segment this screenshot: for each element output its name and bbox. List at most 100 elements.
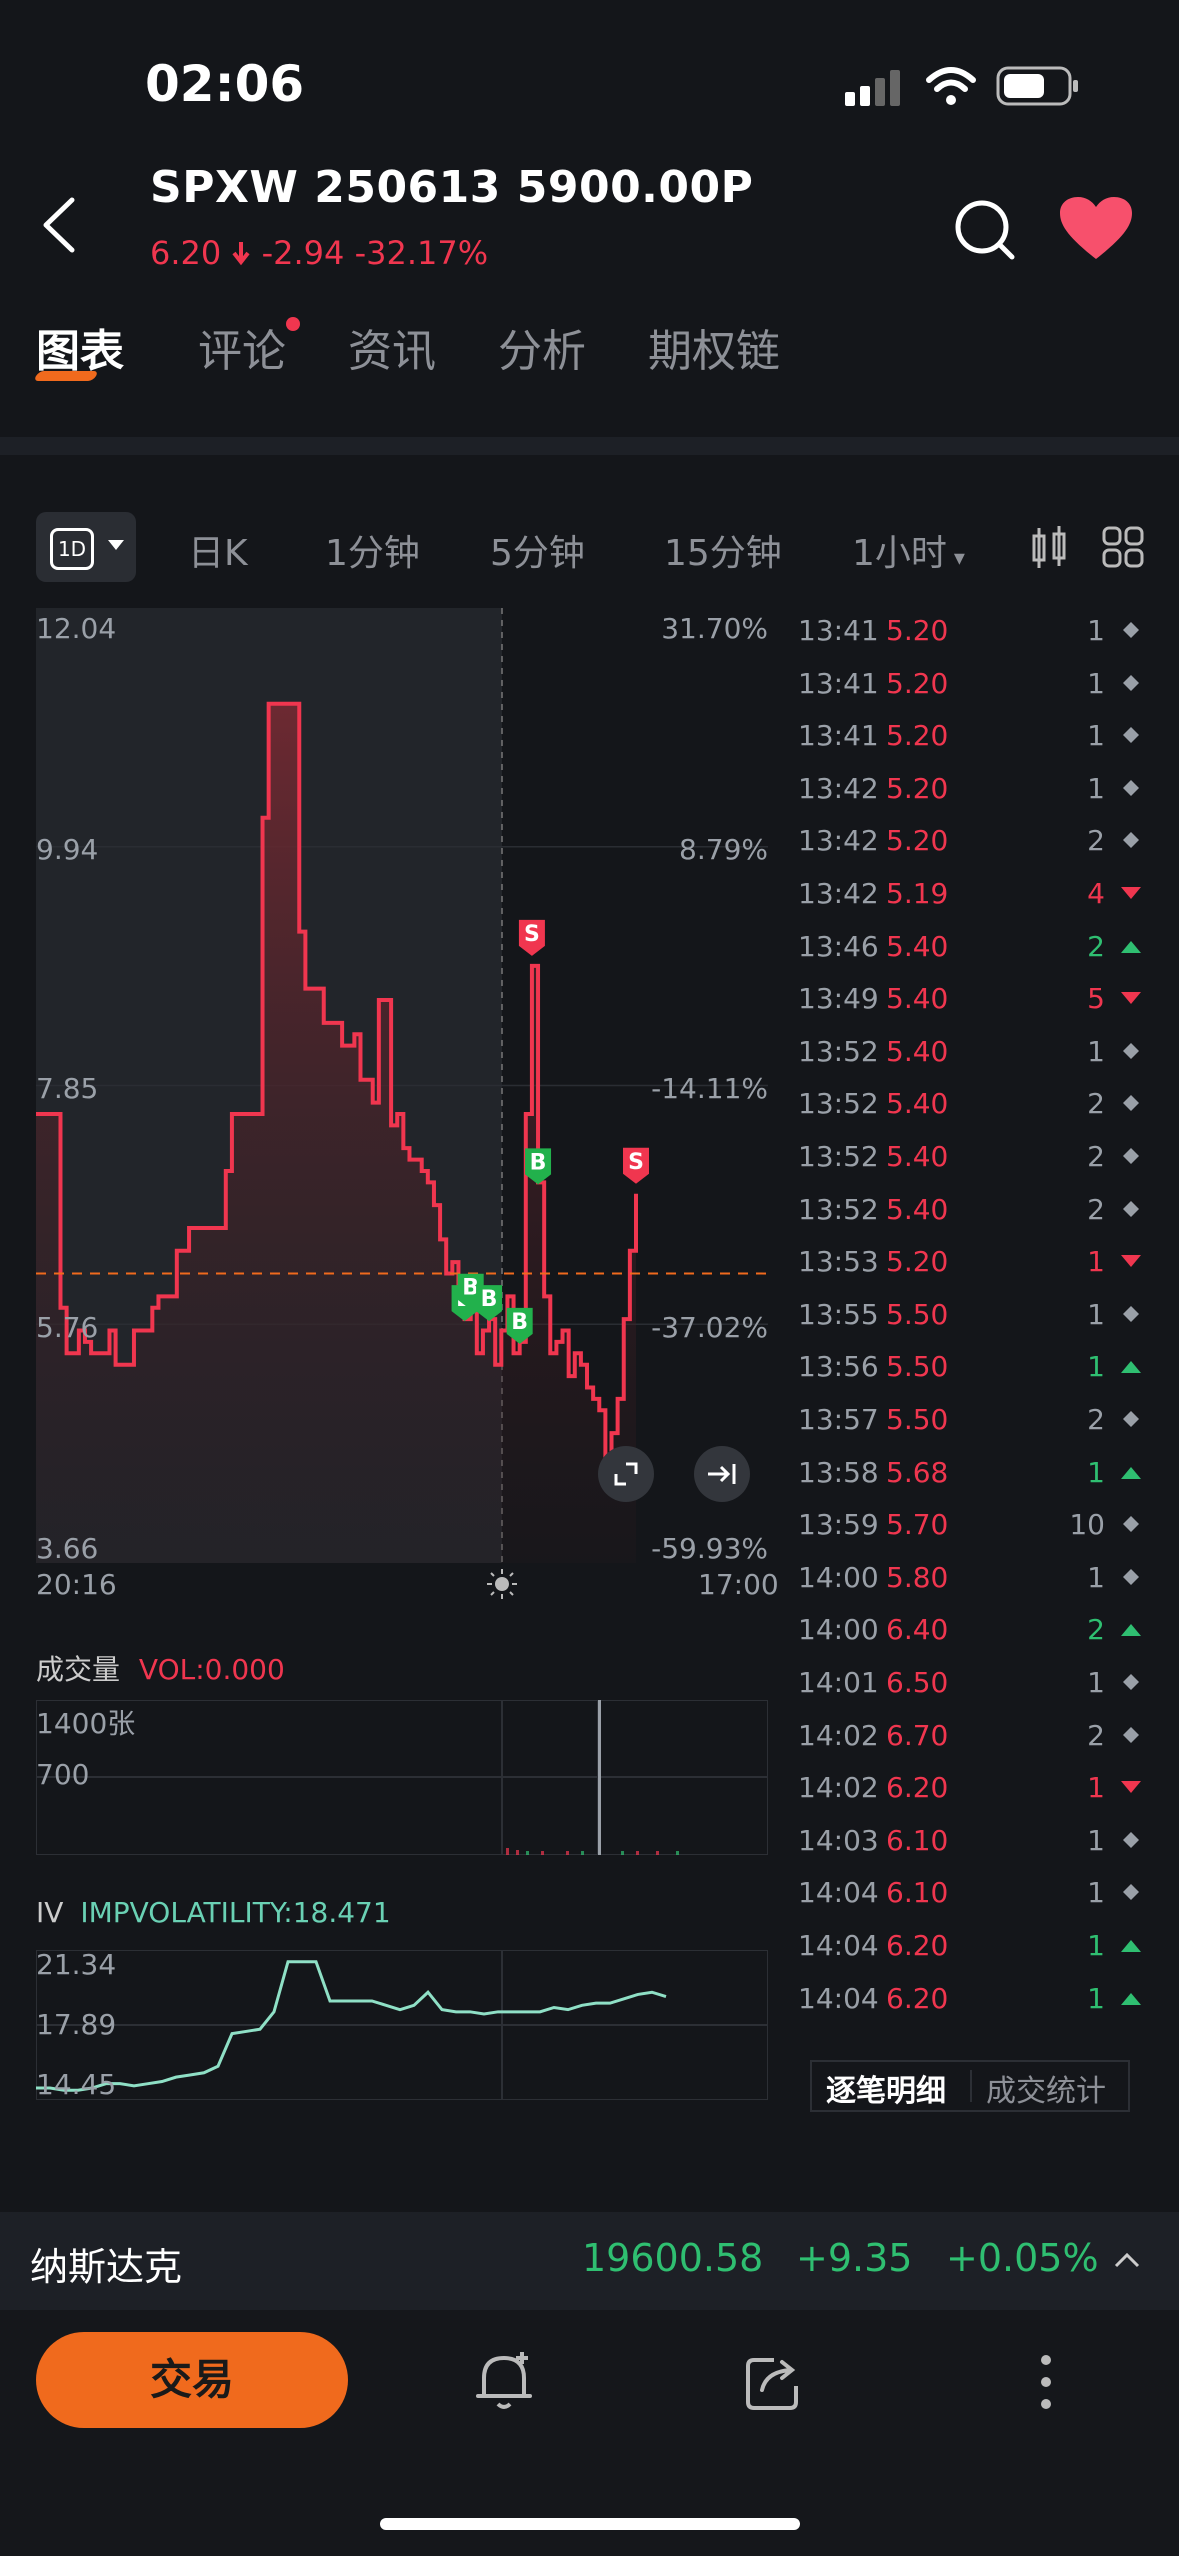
tab-option-chain[interactable]: 期权链 (648, 326, 780, 377)
trade-qty: 2 (1087, 1718, 1105, 1752)
trade-price: 5.40 (886, 982, 949, 1016)
trade-row: 13:46 5.40 2 (798, 930, 1143, 982)
svg-text:B: B (481, 1287, 498, 1312)
diamond-icon (1123, 1884, 1139, 1901)
buy-marker[interactable]: B (525, 1148, 552, 1185)
search-button[interactable] (950, 195, 1020, 265)
share-icon (746, 2358, 798, 2410)
trade-time: 13:41 (798, 614, 879, 647)
y-right-label: 8.79% (679, 833, 768, 866)
trade-row: 13:42 5.20 2 (798, 824, 1143, 876)
timeframe-5m[interactable]: 5分钟 (490, 533, 585, 574)
favorite-button[interactable] (1058, 195, 1134, 263)
chevron-up-icon[interactable] (1112, 2246, 1142, 2276)
timeframe-1h[interactable]: 1小时 ▾ (852, 533, 965, 574)
index-ticker[interactable]: 纳斯达克 19600.58 +9.35 +0.05% (0, 2212, 1179, 2310)
trade-qty: 1 (1087, 666, 1105, 700)
fullscreen-button[interactable] (598, 1446, 654, 1502)
trade-price: 6.20 (886, 1929, 949, 1962)
iv-chart[interactable]: 21.34 17.89 14.45 (35, 1948, 769, 2101)
trade-qty: 2 (1087, 1403, 1105, 1436)
trade-price: 5.40 (886, 1034, 949, 1068)
buy-marker[interactable]: B (506, 1307, 533, 1344)
sell-marker[interactable]: S (623, 1147, 649, 1184)
trade-row: 14:03 6.10 1 (798, 1824, 1143, 1876)
timeframe-day[interactable]: 日K (188, 533, 248, 574)
divider (0, 437, 1179, 455)
expand-icon (614, 1462, 638, 1486)
index-change-pct: +0.05% (946, 2236, 1099, 2280)
tab-comments[interactable]: 评论 (198, 326, 286, 377)
trade-row: 13:52 5.40 2 (798, 1140, 1143, 1192)
trade-button[interactable]: 交易 (36, 2332, 348, 2428)
more-options-button[interactable] (1026, 2350, 1066, 2414)
period-select-value: 1D (50, 528, 94, 570)
trade-row: 14:04 6.20 1 (798, 1929, 1143, 1981)
trade-price: 5.20 (886, 614, 949, 647)
bottom-action-bar: 交易 (0, 2310, 1179, 2556)
iv-title: IV (36, 1896, 64, 1929)
diamond-icon (1123, 1200, 1139, 1217)
trade-price: 5.20 (886, 824, 949, 858)
trade-row: 14:00 6.40 2 (798, 1613, 1143, 1665)
tab-news[interactable]: 资讯 (348, 326, 436, 377)
add-alert-button[interactable] (470, 2346, 540, 2416)
x-end-label: 17:00 (698, 1568, 779, 1601)
period-select[interactable]: 1D (36, 512, 136, 582)
trade-time: 13:55 (798, 1297, 879, 1331)
scroll-to-latest-button[interactable] (694, 1446, 750, 1502)
trade-row: 13:41 5.20 1 (798, 719, 1143, 771)
trade-list[interactable]: 13:41 5.20 1 13:41 5.20 1 13:41 5.20 1 13:42 5.20 1… (798, 614, 1143, 2034)
timeframe-1m[interactable]: 1分钟 (325, 533, 420, 574)
diamond-icon (1123, 1095, 1139, 1112)
buy-marker[interactable]: B (476, 1285, 503, 1322)
trade-qty: 2 (1087, 824, 1105, 858)
iv-chart-svg (35, 1949, 769, 2101)
trade-price: 5.20 (886, 719, 949, 753)
volume-chart[interactable]: 1400张 700 (35, 1699, 769, 1856)
caret-down-icon (108, 540, 124, 550)
quote-line: 6.20 -2.94 -32.17% (150, 234, 488, 274)
trade-time: 13:41 (798, 719, 879, 753)
svg-text:B: B (462, 1276, 479, 1301)
diamond-icon (1123, 1305, 1139, 1322)
grid-menu-icon[interactable] (1100, 524, 1148, 572)
tab-analysis[interactable]: 分析 (498, 326, 586, 377)
volume-tick: 700 (36, 1758, 90, 1791)
trade-qty: 1 (1087, 1350, 1105, 1384)
trade-price: 5.19 (886, 877, 949, 910)
trade-time: 14:04 (798, 1929, 879, 1962)
svg-text:S: S (628, 1150, 644, 1175)
candlestick-icon[interactable] (1030, 524, 1070, 572)
trade-price: 6.70 (886, 1718, 949, 1752)
trade-time: 13:52 (798, 1192, 879, 1226)
trade-time: 13:58 (798, 1455, 879, 1489)
trade-time: 13:56 (798, 1350, 879, 1384)
tab-trade-stats[interactable]: 成交统计 (986, 2074, 1106, 2109)
trade-price: 5.68 (886, 1455, 949, 1489)
y-left-label: 5.76 (36, 1311, 99, 1344)
chevron-left-icon (43, 197, 75, 253)
back-button[interactable] (30, 190, 90, 260)
diamond-icon (1123, 674, 1139, 691)
trade-qty: 2 (1087, 1613, 1105, 1647)
trade-row: 14:00 5.80 1 (798, 1561, 1143, 1613)
trade-time: 13:42 (798, 877, 879, 910)
trade-row: 13:58 5.68 1 (798, 1456, 1143, 1508)
trade-qty: 1 (1087, 1245, 1105, 1279)
diamond-icon (1123, 832, 1139, 849)
trade-row: 13:41 5.20 1 (798, 614, 1143, 666)
y-left-label: 12.04 (36, 612, 117, 645)
trade-qty: 1 (1087, 1823, 1105, 1857)
tab-chart[interactable]: 图表 (36, 326, 124, 377)
share-button[interactable] (740, 2346, 810, 2416)
status-time: 02:06 (145, 55, 305, 113)
sell-marker[interactable]: S (518, 919, 545, 956)
tab-trade-detail[interactable]: 逐笔明细 (826, 2074, 946, 2109)
trade-time: 14:04 (798, 1876, 879, 1910)
trade-qty: 1 (1087, 1666, 1105, 1699)
trade-row: 13:49 5.40 5 (798, 982, 1143, 1034)
price-chart[interactable]: BBBBBSS 12.04 9.94 7.85 5.76 3.66 31.70%… (36, 608, 768, 1565)
trade-price: 5.80 (886, 1560, 949, 1594)
timeframe-15m[interactable]: 15分钟 (664, 533, 782, 574)
